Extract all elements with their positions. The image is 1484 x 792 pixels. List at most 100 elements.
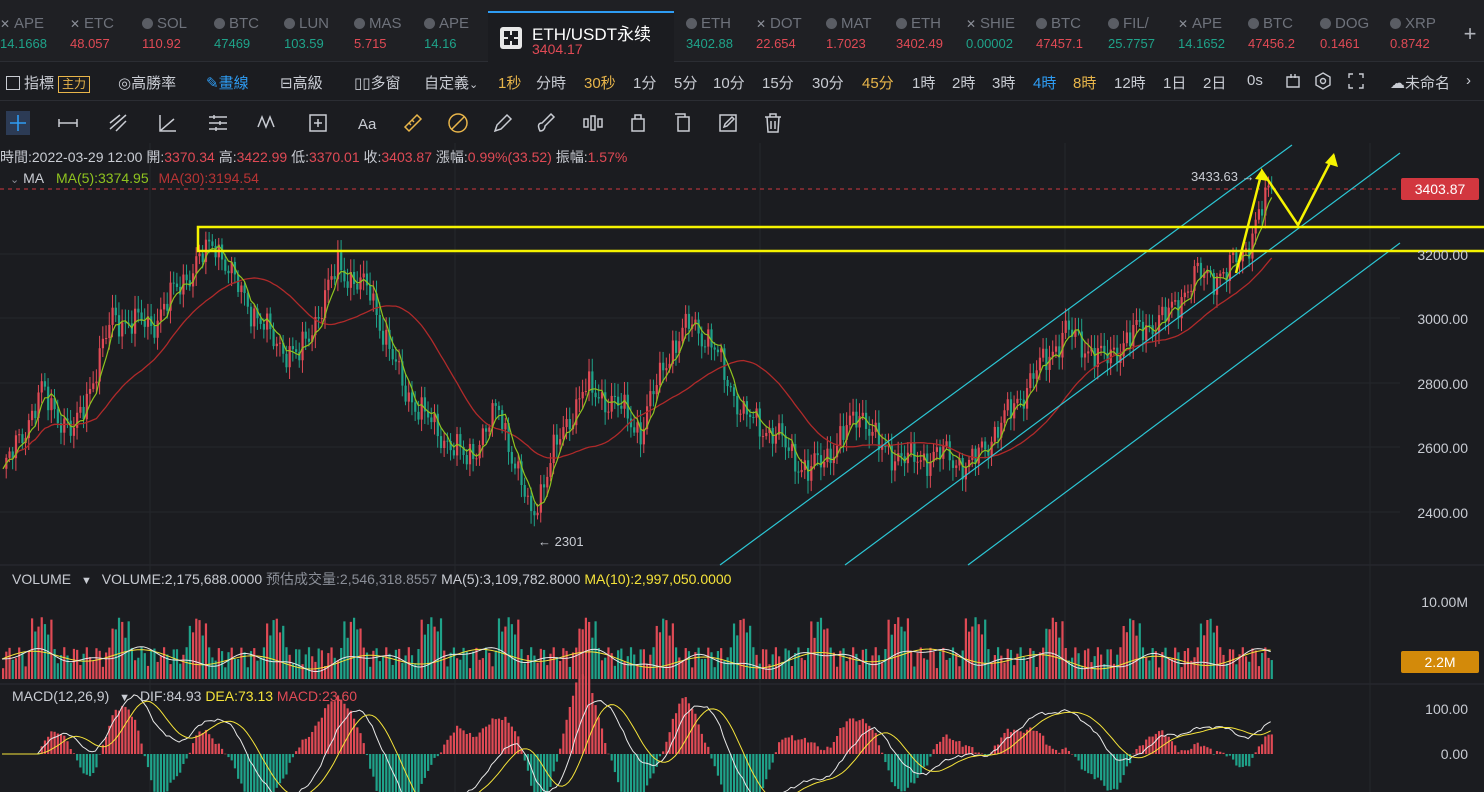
macd-legend[interactable]: MACD(12,26,9) ▼ DIF:84.93 DEA:73.13 MACD… — [12, 688, 357, 704]
ticker-item[interactable]: APE 14.16 — [424, 14, 490, 58]
timeframe-13[interactable]: 8時 — [1073, 75, 1097, 92]
collapse-icon[interactable]: ⌄ — [10, 174, 20, 186]
macd-bar — [668, 732, 671, 754]
timeframe-8[interactable]: 45分 — [862, 75, 894, 92]
ma-legend[interactable]: ⌄ MA MA(5):3374.95 MA(30):3194.54 — [10, 170, 259, 186]
timeframe-0[interactable]: 1秒 — [498, 75, 522, 92]
candle-body — [739, 413, 742, 415]
timeframe-2[interactable]: 30秒 — [584, 75, 616, 92]
timeframe-15[interactable]: 1日 — [1163, 75, 1187, 92]
high-value: 3422.99 — [236, 149, 288, 165]
timeframe-11[interactable]: 3時 — [992, 75, 1016, 92]
advanced-button[interactable]: ⊟高級 — [280, 72, 323, 93]
pencil-icon[interactable] — [490, 110, 516, 136]
parallel-channel-icon[interactable] — [205, 110, 231, 136]
channel-line — [719, 144, 1293, 566]
candle-body — [1112, 347, 1116, 350]
volume-bar — [845, 661, 848, 679]
add-ticker-icon[interactable]: + — [1463, 21, 1477, 46]
candle-body — [295, 349, 298, 352]
layout-name-button[interactable]: ☁未命名 — [1390, 72, 1450, 93]
brush-icon[interactable] — [535, 110, 561, 136]
candle-body — [56, 409, 59, 424]
x-icon: ✕ — [756, 17, 767, 31]
volume-bar — [887, 619, 890, 679]
copy-icon[interactable] — [670, 110, 696, 136]
timeframe-4[interactable]: 5分 — [674, 75, 698, 92]
volume-bar — [214, 660, 217, 679]
ticker-item[interactable]: ✕ SHIE 0.00002 — [966, 14, 1032, 58]
timeframe-10[interactable]: 2時 — [952, 75, 976, 92]
ticker-item[interactable]: ✕ APE 14.1668 — [0, 14, 66, 58]
ticker-item[interactable]: BTC 47469 — [214, 14, 280, 58]
active-ticker[interactable]: ETH/USDT永续 3404.17 — [488, 11, 674, 62]
pattern-icon[interactable] — [580, 110, 606, 136]
fib-icon[interactable] — [445, 110, 471, 136]
ticker-item[interactable]: MAS 5.715 — [354, 14, 420, 58]
timeframe-9[interactable]: 1時 — [912, 75, 936, 92]
ticker-item[interactable]: MAT 1.7023 — [826, 14, 892, 58]
ticker-item[interactable]: ✕ APE 14.1652 — [1178, 14, 1244, 58]
timeframe-6[interactable]: 15分 — [762, 75, 794, 92]
indicators-button[interactable]: 指標 主力 — [6, 72, 91, 93]
timeframe-5[interactable]: 10分 — [713, 75, 745, 92]
ticker-item[interactable]: FIL/25.7757 — [1108, 14, 1174, 58]
ticker-item[interactable]: LUN 103.59 — [284, 14, 350, 58]
ticker-item[interactable]: BTC 47457.1 — [1036, 14, 1102, 58]
candle-body — [620, 405, 623, 409]
timeframe-17[interactable]: 0s — [1247, 72, 1263, 89]
timeframe-1[interactable]: 分時 — [536, 75, 567, 92]
candle-body — [823, 462, 826, 468]
custom-dropdown[interactable]: 自定義⌄ — [424, 72, 478, 93]
ruler-icon[interactable] — [400, 110, 426, 136]
amplitude-label: 振幅: — [555, 149, 588, 165]
win-rate-button[interactable]: ◎高勝率 — [118, 72, 176, 93]
ticker-item[interactable]: SOL 110.92 — [142, 14, 208, 58]
lock-icon[interactable] — [625, 110, 651, 136]
chevron-down-icon[interactable]: ▼ — [119, 692, 131, 704]
chart-canvas[interactable] — [0, 143, 1484, 792]
timeframe-3[interactable]: 1分 — [633, 75, 657, 92]
horizontal-line-icon[interactable] — [55, 110, 81, 136]
coin-icon — [1248, 18, 1259, 29]
candle-body — [1145, 325, 1148, 341]
ticker-item[interactable]: BTC 47456.2 — [1248, 14, 1314, 58]
ticker-item[interactable]: ETH 3402.49 — [896, 14, 962, 58]
trash-icon[interactable] — [760, 110, 786, 136]
settings-hex-icon[interactable] — [1314, 72, 1332, 90]
candle-body — [79, 406, 82, 413]
ticker-item[interactable]: DOG 0.1461 — [1320, 14, 1386, 58]
trend-line-icon[interactable] — [105, 110, 131, 136]
draw-button[interactable]: ✎畫線 — [206, 72, 249, 93]
candle-body — [343, 270, 346, 282]
timeframe-7[interactable]: 30分 — [812, 75, 844, 92]
macd-bar — [59, 734, 63, 754]
measure-icon[interactable] — [305, 110, 331, 136]
candle-body — [668, 363, 671, 369]
macd-bar — [852, 718, 855, 754]
fullscreen-toggle-icon[interactable] — [1284, 72, 1302, 90]
macd-bar — [533, 754, 536, 792]
macd-bar — [185, 754, 188, 759]
volume-bar — [63, 647, 66, 679]
chart-area[interactable]: 時間:2022-03-29 12:00 開:3370.34 高:3422.99 … — [0, 143, 1484, 792]
edit-icon[interactable] — [715, 110, 741, 136]
expand-icon[interactable] — [1347, 72, 1365, 90]
text-icon[interactable]: Aa — [355, 110, 381, 136]
ticker-item[interactable]: ✕ DOT 22.654 — [756, 14, 822, 58]
timeframe-16[interactable]: 2日 — [1203, 75, 1227, 92]
angle-icon[interactable] — [155, 110, 181, 136]
more-arrow-icon[interactable]: › — [1466, 72, 1471, 89]
timeframe-14[interactable]: 12時 — [1114, 75, 1146, 92]
ticker-item[interactable]: XRP 0.8742 — [1390, 14, 1456, 58]
volume-legend[interactable]: VOLUME ▼ VOLUME:2,175,688.0000 预估成交量:2,5… — [12, 569, 731, 589]
multi-window-button[interactable]: ▯▯多窗 — [354, 72, 401, 93]
crosshair-icon[interactable] — [5, 110, 31, 136]
ticker-item[interactable]: ETH 3402.88 — [686, 14, 752, 58]
chevron-down-icon[interactable]: ▼ — [81, 575, 92, 587]
wave-icon[interactable] — [255, 110, 281, 136]
macd-bar — [340, 699, 343, 754]
timeframe-12[interactable]: 4時 — [1033, 75, 1057, 92]
ticker-item[interactable]: ✕ ETC 48.057 — [70, 14, 136, 58]
macd-bar — [108, 725, 111, 754]
